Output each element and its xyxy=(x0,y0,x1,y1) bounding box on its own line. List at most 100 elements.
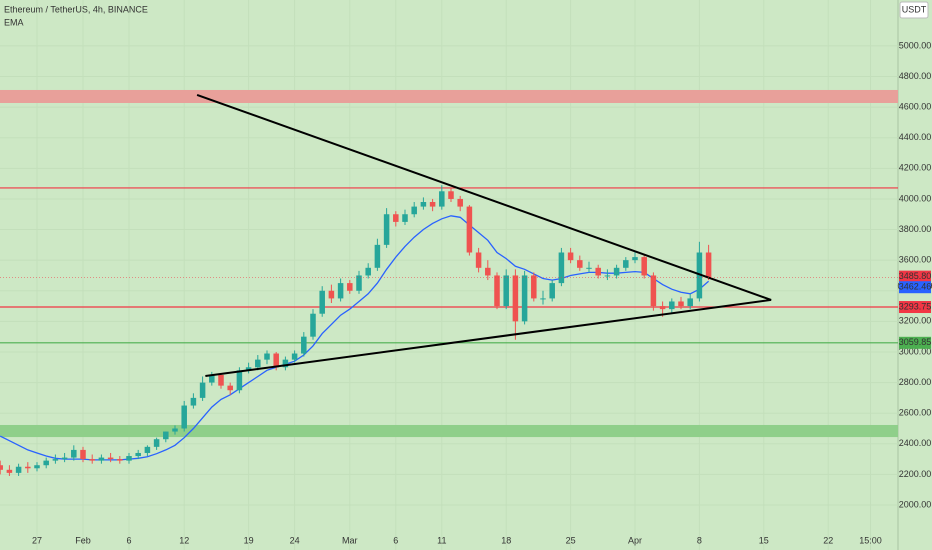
candle-body xyxy=(457,198,463,207)
y-tick-label: 4000.00 xyxy=(899,193,932,203)
y-tick-label: 3600.00 xyxy=(899,255,932,265)
candle-body xyxy=(264,353,270,360)
candle-body xyxy=(521,275,528,322)
indicator-label: EMA xyxy=(4,17,24,27)
x-tick-label: 19 xyxy=(244,535,254,545)
candle-body xyxy=(531,275,537,299)
x-tick-label: 12 xyxy=(179,535,189,545)
candle-body xyxy=(80,449,86,460)
y-tick-label: 4800.00 xyxy=(899,71,932,81)
candle-body xyxy=(494,275,500,307)
x-tick-label: 6 xyxy=(126,535,131,545)
x-tick-label: 15:00 xyxy=(859,535,882,545)
candle-body xyxy=(144,446,151,453)
candle-body xyxy=(199,382,206,398)
candle-body xyxy=(632,257,638,261)
candle-body xyxy=(623,260,629,268)
y-tick-label: 2200.00 xyxy=(899,469,932,479)
candle-body xyxy=(374,244,381,268)
candle-body xyxy=(245,367,252,371)
candle-body xyxy=(383,214,390,245)
chart-title: Ethereum / TetherUS, 4h, BINANCE xyxy=(4,4,148,14)
candle-body xyxy=(98,457,105,461)
candle-body xyxy=(25,466,31,469)
candle-body xyxy=(586,267,592,269)
candle-body xyxy=(503,275,509,307)
y-tick-label: 3000.00 xyxy=(899,346,932,356)
candle-body xyxy=(89,459,95,461)
candle-body xyxy=(328,290,335,299)
candle-body xyxy=(402,214,408,222)
candle-body xyxy=(6,469,13,473)
candle-body xyxy=(0,465,3,470)
candle-body xyxy=(43,460,49,466)
candle-body xyxy=(107,457,114,460)
y-tick-label: 4200.00 xyxy=(899,163,932,173)
currency-box[interactable] xyxy=(899,1,929,19)
candle-body xyxy=(163,431,169,440)
price-tag xyxy=(899,336,931,349)
candle-body xyxy=(319,290,325,314)
candle-body xyxy=(429,202,436,207)
candle-body xyxy=(558,252,565,284)
zone xyxy=(0,89,898,103)
y-tick-label: 4600.00 xyxy=(899,101,932,111)
candle-body xyxy=(236,370,243,391)
candle-body xyxy=(218,374,224,386)
x-tick-label: 15 xyxy=(759,535,769,545)
x-tick-label: 8 xyxy=(697,535,702,545)
candle-body xyxy=(567,252,574,261)
candle-body xyxy=(439,191,445,207)
candle-body xyxy=(255,359,261,368)
currency[interactable]: USDT xyxy=(902,4,927,14)
x-tick-label: Mar xyxy=(342,535,358,545)
candle-body xyxy=(705,252,712,278)
candle-body xyxy=(696,252,703,299)
price-tag xyxy=(899,301,931,314)
x-tick-label: 24 xyxy=(290,535,300,545)
y-tick-label: 3800.00 xyxy=(899,224,932,234)
candle-body xyxy=(356,275,362,291)
candle-body xyxy=(135,452,141,457)
candle-body xyxy=(15,466,22,473)
candle-body xyxy=(393,214,399,222)
candle-body xyxy=(365,267,371,276)
candle-body xyxy=(669,301,675,310)
trendline xyxy=(196,93,772,301)
candle-body xyxy=(411,206,417,215)
candle-body xyxy=(190,397,197,406)
candle-body xyxy=(273,353,279,368)
candle-body xyxy=(209,374,215,383)
y-tick-label: 5000.00 xyxy=(899,40,932,50)
price-tag-label: 3293.75 xyxy=(899,301,932,311)
candle-body xyxy=(52,459,59,461)
candle-body xyxy=(540,298,546,300)
x-tick-label: 11 xyxy=(437,535,446,545)
candle-body xyxy=(420,202,427,207)
x-tick-label: 22 xyxy=(823,535,833,545)
y-tick-label: 2400.00 xyxy=(899,438,932,448)
price-tag-label: 3059.85 xyxy=(899,337,932,347)
candle-body xyxy=(604,275,611,277)
candle-body xyxy=(549,283,555,299)
candle-body xyxy=(577,260,583,268)
y-tick-label: 2800.00 xyxy=(899,377,932,387)
candle-body xyxy=(301,336,307,354)
y-tick-label: 2600.00 xyxy=(899,408,932,418)
x-tick-label: 6 xyxy=(393,535,398,545)
candle-body xyxy=(466,206,473,253)
candle-body xyxy=(687,298,693,307)
candle-body xyxy=(71,449,77,458)
price-tag-label: 3485.80 xyxy=(899,271,932,281)
y-tick-label: 4400.00 xyxy=(899,132,932,142)
candle-body xyxy=(650,275,657,307)
y-tick-label: 2000.00 xyxy=(899,499,932,509)
candle-body xyxy=(512,275,519,322)
candle-body xyxy=(181,405,187,429)
x-tick-label: Feb xyxy=(75,535,91,545)
x-tick-label: Apr xyxy=(628,535,642,545)
candle-body xyxy=(613,267,620,276)
